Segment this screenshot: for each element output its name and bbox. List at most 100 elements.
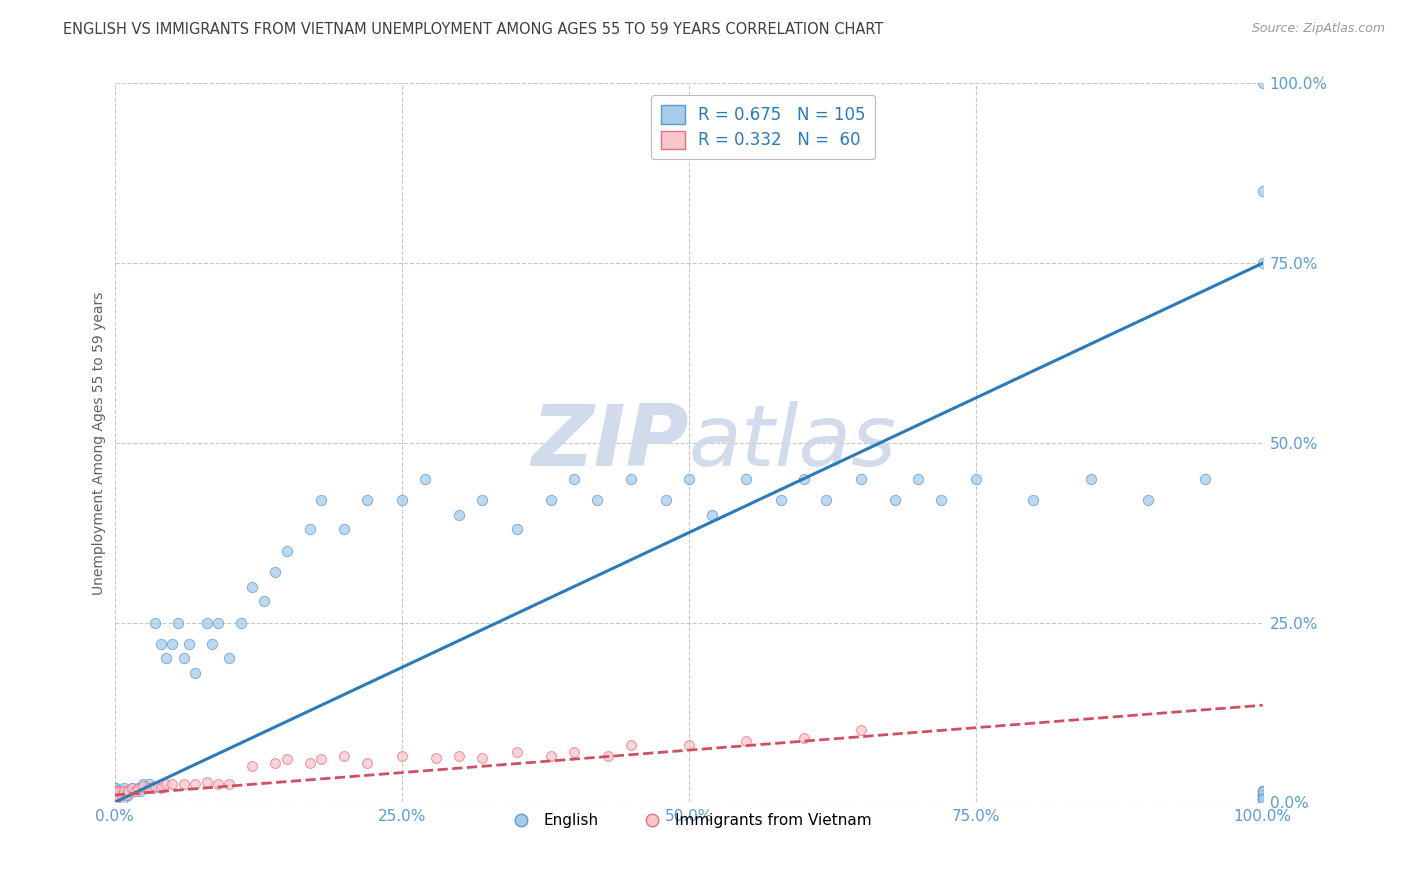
Point xyxy=(1022,493,1045,508)
Point xyxy=(104,788,127,802)
Point xyxy=(849,472,872,486)
Point xyxy=(1251,788,1274,802)
Point xyxy=(184,777,207,791)
Point xyxy=(104,788,127,802)
Point xyxy=(1251,788,1274,802)
Point xyxy=(620,472,643,486)
Point xyxy=(138,777,160,791)
Point xyxy=(104,784,127,798)
Point xyxy=(735,472,758,486)
Point xyxy=(333,522,356,536)
Point xyxy=(104,791,127,805)
Point xyxy=(678,738,700,752)
Point xyxy=(104,784,127,798)
Point xyxy=(1251,791,1274,805)
Point xyxy=(105,788,128,802)
Point xyxy=(104,788,127,802)
Point xyxy=(207,615,229,630)
Point xyxy=(793,731,815,745)
Point xyxy=(1251,77,1274,91)
Point xyxy=(540,493,562,508)
Point xyxy=(104,788,127,802)
Point xyxy=(1251,791,1274,805)
Point xyxy=(1251,788,1274,802)
Point xyxy=(155,651,177,665)
Point xyxy=(242,759,264,773)
Point xyxy=(104,791,127,805)
Point xyxy=(201,637,224,651)
Point xyxy=(104,791,127,805)
Point xyxy=(1251,784,1274,798)
Point xyxy=(104,784,127,798)
Point xyxy=(276,752,298,766)
Point xyxy=(104,791,127,805)
Point xyxy=(449,748,471,763)
Point xyxy=(142,780,165,795)
Point xyxy=(111,791,134,805)
Point xyxy=(104,780,127,795)
Point xyxy=(104,791,127,805)
Point xyxy=(540,748,562,763)
Text: atlas: atlas xyxy=(689,401,897,484)
Point xyxy=(104,791,127,805)
Point xyxy=(471,750,494,764)
Point xyxy=(815,493,838,508)
Point xyxy=(143,780,166,794)
Point xyxy=(104,788,127,802)
Point xyxy=(104,784,127,798)
Point xyxy=(184,665,207,680)
Point xyxy=(104,788,127,802)
Point xyxy=(1251,256,1274,270)
Point xyxy=(678,472,700,486)
Point xyxy=(195,775,218,789)
Point xyxy=(104,791,127,805)
Point xyxy=(166,615,188,630)
Point xyxy=(160,637,183,651)
Point xyxy=(104,784,127,798)
Point xyxy=(1251,791,1274,805)
Point xyxy=(505,745,527,759)
Point xyxy=(135,780,157,795)
Point xyxy=(1251,788,1274,802)
Point xyxy=(1251,784,1274,798)
Text: ZIP: ZIP xyxy=(531,401,689,484)
Point xyxy=(413,472,436,486)
Point xyxy=(115,788,138,802)
Point xyxy=(264,566,287,580)
Point xyxy=(160,777,183,791)
Point xyxy=(620,738,643,752)
Point xyxy=(1251,788,1274,802)
Point xyxy=(104,791,127,805)
Point xyxy=(104,789,127,804)
Point xyxy=(104,791,127,805)
Point xyxy=(884,493,907,508)
Y-axis label: Unemployment Among Ages 55 to 59 years: Unemployment Among Ages 55 to 59 years xyxy=(93,291,107,595)
Point xyxy=(104,788,127,802)
Point xyxy=(586,493,609,508)
Point xyxy=(229,615,252,630)
Point xyxy=(598,748,620,763)
Point xyxy=(179,637,201,651)
Point xyxy=(207,777,229,791)
Point xyxy=(735,734,758,748)
Point xyxy=(505,522,527,536)
Point xyxy=(104,788,127,802)
Point xyxy=(104,789,127,804)
Point xyxy=(311,752,333,766)
Point xyxy=(104,791,127,805)
Point xyxy=(1251,788,1274,802)
Point xyxy=(127,780,149,795)
Point xyxy=(104,784,127,798)
Point xyxy=(655,493,678,508)
Point xyxy=(1251,791,1274,805)
Point xyxy=(562,745,585,759)
Point xyxy=(242,580,264,594)
Point xyxy=(107,788,129,802)
Point xyxy=(104,788,127,802)
Point xyxy=(112,784,135,798)
Point xyxy=(1251,791,1274,805)
Point xyxy=(218,651,240,665)
Point xyxy=(769,493,792,508)
Point xyxy=(132,777,155,791)
Point xyxy=(700,508,723,522)
